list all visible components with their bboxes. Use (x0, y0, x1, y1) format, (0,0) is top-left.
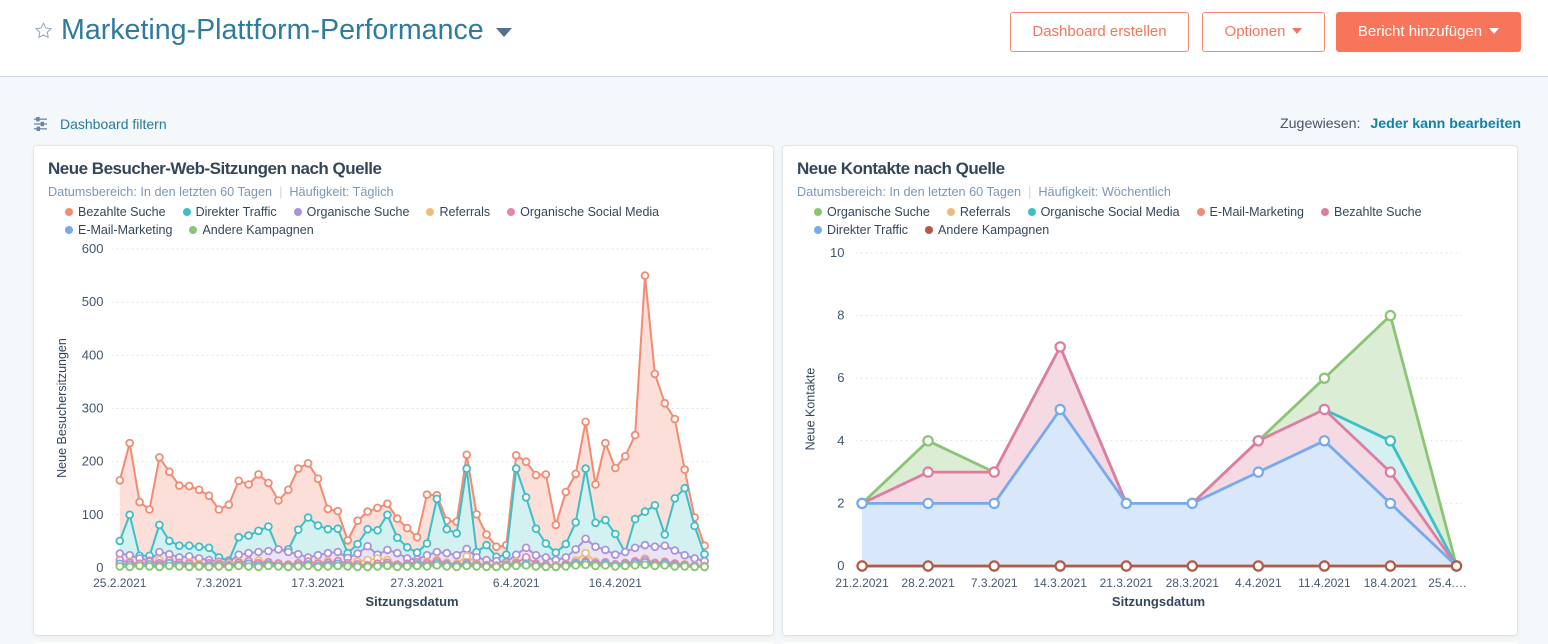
svg-text:100: 100 (82, 507, 104, 522)
svg-text:Neue Kontakte: Neue Kontakte (804, 368, 818, 451)
svg-text:7.3.2021: 7.3.2021 (196, 576, 243, 590)
svg-text:21.3.2021: 21.3.2021 (1100, 576, 1154, 590)
svg-text:16.4.2021: 16.4.2021 (589, 576, 643, 590)
svg-text:4: 4 (837, 433, 844, 448)
svg-text:21.2.2021: 21.2.2021 (835, 576, 889, 590)
svg-text:25.2.2021: 25.2.2021 (93, 576, 147, 590)
svg-text:400: 400 (82, 347, 104, 362)
svg-text:17.3.2021: 17.3.2021 (291, 576, 345, 590)
svg-text:18.4.2021: 18.4.2021 (1364, 576, 1418, 590)
svg-text:6: 6 (837, 370, 844, 385)
svg-text:200: 200 (82, 454, 104, 469)
svg-text:Sitzungsdatum: Sitzungsdatum (1112, 594, 1205, 609)
svg-text:0: 0 (96, 560, 103, 575)
svg-text:6.4.2021: 6.4.2021 (493, 576, 540, 590)
svg-text:0: 0 (837, 558, 844, 573)
svg-text:4.4.2021: 4.4.2021 (1235, 576, 1282, 590)
svg-text:300: 300 (82, 401, 104, 416)
svg-text:Sitzungsdatum: Sitzungsdatum (365, 594, 458, 609)
svg-text:14.3.2021: 14.3.2021 (1034, 576, 1088, 590)
svg-text:600: 600 (82, 241, 104, 256)
svg-text:500: 500 (82, 294, 104, 309)
svg-text:28.2.2021: 28.2.2021 (901, 576, 955, 590)
svg-text:25.4.…: 25.4.… (1428, 576, 1467, 590)
svg-text:2: 2 (837, 495, 844, 510)
svg-text:27.3.2021: 27.3.2021 (390, 576, 444, 590)
svg-text:10: 10 (830, 245, 844, 260)
svg-text:11.4.2021: 11.4.2021 (1298, 576, 1351, 590)
svg-text:7.3.2021: 7.3.2021 (971, 576, 1018, 590)
svg-text:Neue Besuchersitzungen: Neue Besuchersitzungen (55, 338, 69, 478)
svg-text:28.3.2021: 28.3.2021 (1166, 576, 1220, 590)
svg-text:8: 8 (837, 308, 844, 323)
